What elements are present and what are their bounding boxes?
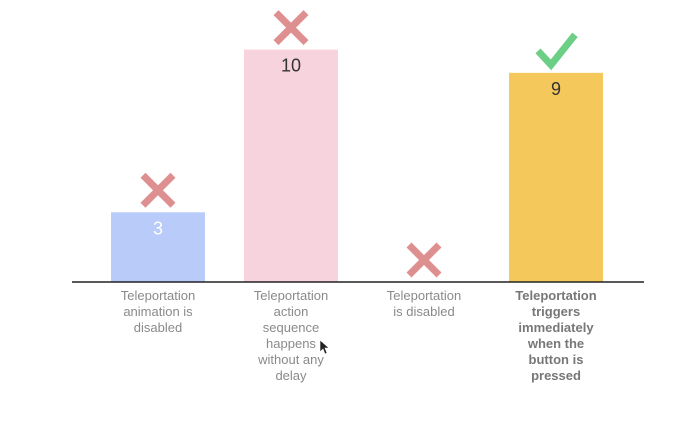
- mouse-cursor-icon: [319, 339, 330, 355]
- value-label-3: 9: [551, 79, 561, 99]
- category-label-1: Teleportation action sequence happens withou…: [254, 288, 328, 383]
- cross-icon: [140, 172, 176, 208]
- check-icon: [535, 32, 578, 71]
- bar-3: [509, 72, 603, 282]
- bar-1: [244, 49, 338, 282]
- cross-icon: [273, 10, 309, 46]
- category-label-0: Teleportation animation is disabled: [121, 288, 195, 335]
- value-label-1: 10: [281, 56, 301, 76]
- category-label-2: Teleportation is disabled: [387, 288, 461, 319]
- cross-icon: [406, 242, 442, 278]
- bar-0: [111, 212, 205, 282]
- value-label-0: 3: [153, 218, 163, 238]
- category-label-3: Teleportation triggers immediately when the…: [515, 288, 596, 383]
